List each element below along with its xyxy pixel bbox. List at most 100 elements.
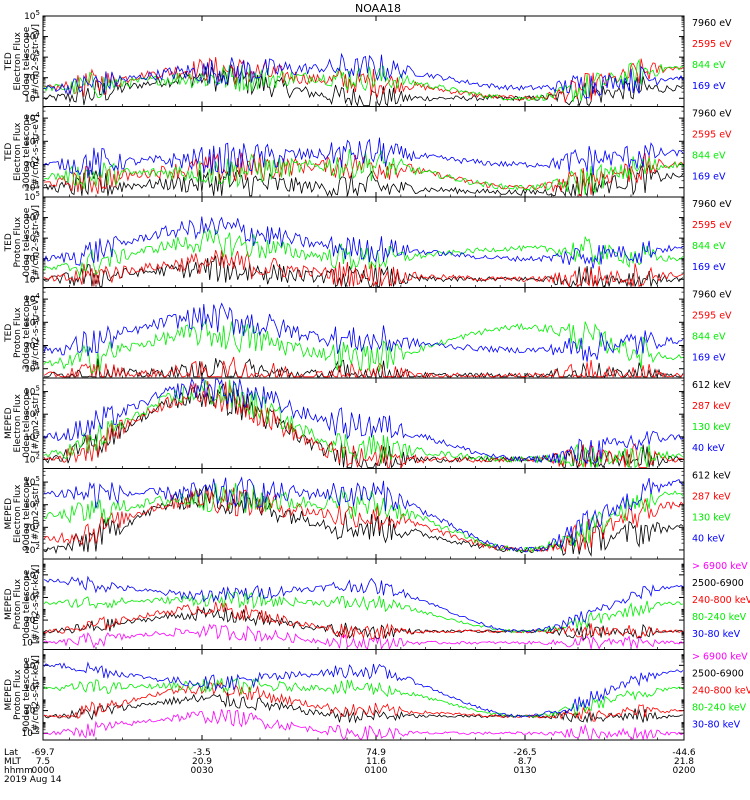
y-tick-base: 10 (24, 523, 36, 533)
series-line (43, 228, 684, 278)
series-line (43, 601, 684, 640)
x-tick-label-mlt: 8.7 (518, 757, 532, 767)
y-tick-exponent: 3 (36, 231, 40, 239)
y-tick-label: 105 (24, 190, 40, 203)
y-tick-label: 103 (24, 520, 40, 533)
y-tick-label: 102 (24, 71, 40, 84)
series-group (43, 216, 684, 289)
y-tick-exponent: 4 (36, 30, 41, 38)
y-tick-exponent: -2 (33, 636, 40, 644)
y-tick-base: 10 (24, 365, 36, 375)
x-row-label: MLT (4, 757, 22, 767)
y-tick-base: 10 (24, 214, 36, 224)
y-axis-label-line: [#/cm2-s-str-keV] (31, 655, 41, 734)
series-line (43, 164, 684, 198)
y-tick-base: 10 (24, 184, 36, 194)
figure-title: NOAA18 (355, 2, 401, 15)
legend-entry: 7960 eV (692, 109, 732, 120)
y-tick-exponent: 1 (36, 362, 40, 370)
series-group (43, 137, 684, 198)
y-tick-base: 10 (22, 729, 34, 739)
y-tick-base: 10 (24, 433, 36, 443)
y-tick-exponent: 4 (36, 111, 41, 119)
y-tick-label: 101 (24, 181, 40, 194)
legend-entry: 130 keV (692, 513, 731, 524)
legend-entry: 30-80 keV (692, 629, 741, 640)
y-tick-label: 101 (24, 362, 40, 375)
panel-frame (42, 649, 685, 741)
legend-entry: 130 keV (692, 422, 731, 433)
y-tick-exponent: 1 (36, 91, 40, 99)
y-tick-base: 10 (24, 593, 36, 603)
legend-entry: 169 eV (692, 262, 726, 273)
y-axis-label-line: Proton Flux (13, 669, 23, 720)
y-tick-label: 103 (24, 231, 40, 244)
legend-entry: > 6900 keV (692, 561, 748, 572)
y-axis-label-line: [#/cm2-s-str-eV] (31, 205, 41, 280)
series-group (43, 575, 684, 651)
y-tick-label: 100 (24, 704, 40, 717)
series-line (43, 377, 684, 465)
y-tick-exponent: 5 (36, 385, 40, 393)
series-line (43, 152, 684, 197)
y-tick-exponent: 2 (36, 590, 40, 598)
y-axis-label-line: MEPED (4, 679, 14, 711)
legend-entry: 612 keV (692, 380, 731, 391)
series-line (43, 476, 684, 553)
date-label: 2019 Aug 14 (4, 775, 62, 785)
y-axis-label: MEPEDElectron Flux0deg telescope[#/cm2-s… (4, 388, 41, 458)
legend-entry: > 6900 keV (692, 652, 748, 663)
series-group (43, 377, 684, 469)
y-tick-label: 103 (24, 50, 40, 63)
series-line (43, 681, 684, 722)
series-line (43, 249, 684, 288)
series-group (43, 476, 684, 557)
y-tick-base: 10 (24, 616, 36, 626)
y-tick-base: 10 (24, 33, 36, 43)
legend-entry: 287 keV (692, 492, 731, 503)
y-tick-base: 10 (24, 53, 36, 63)
y-axis-label-line: 30deg telescope (22, 114, 32, 189)
y-tick-exponent: 4 (36, 658, 41, 666)
y-axis-label: TEDElectron Flux0deg telescope[#/cm2-s-s… (4, 24, 41, 99)
y-tick-exponent: 1 (36, 272, 40, 280)
series-line (43, 677, 684, 718)
series-line (43, 216, 684, 269)
y-axis-label-line: [#/cm2-s-str-eV] (31, 114, 41, 189)
y-tick-base: 10 (24, 410, 36, 420)
y-tick-base: 10 (24, 193, 36, 203)
y-tick-base: 10 (24, 12, 36, 22)
y-tick-base: 10 (24, 388, 36, 398)
legend-entry: 2500-6900 (692, 669, 744, 680)
series-line (43, 591, 684, 634)
x-tick-label-hhmm: 0200 (673, 766, 696, 776)
y-axis-label-line: TED (4, 143, 14, 162)
y-axis-label: MEPEDProton Flux90deg telescope[#/cm2-s-… (4, 655, 41, 734)
y-tick-label: 104 (24, 658, 40, 671)
y-axis-label-line: 90deg telescope (22, 657, 32, 732)
y-tick-base: 10 (24, 661, 36, 671)
y-tick-label: 102 (24, 681, 40, 694)
y-tick-label: 104 (24, 568, 40, 581)
legend-entry: 30-80 keV (692, 720, 741, 731)
y-tick-base: 10 (24, 255, 36, 265)
series-line (43, 137, 684, 179)
x-tick-label-lat: -69.7 (31, 748, 54, 758)
legend-entry: 40 keV (692, 443, 725, 454)
series-line (43, 379, 684, 469)
legend-entry: 844 eV (692, 241, 726, 252)
series-line (43, 709, 684, 741)
y-tick-base: 10 (24, 707, 36, 717)
y-axis-label: MEPEDProton Flux0deg telescope[#/cm2-s-s… (4, 565, 41, 644)
y-tick-label: 104 (24, 111, 40, 124)
y-axis-label-line: MEPED (4, 498, 14, 530)
y-axis-label-line: Proton Flux (13, 216, 23, 267)
legend-entry: 240-800 keV (692, 686, 750, 697)
y-tick-base: 10 (24, 546, 36, 556)
x-tick-label-lat: 74.9 (366, 748, 386, 758)
